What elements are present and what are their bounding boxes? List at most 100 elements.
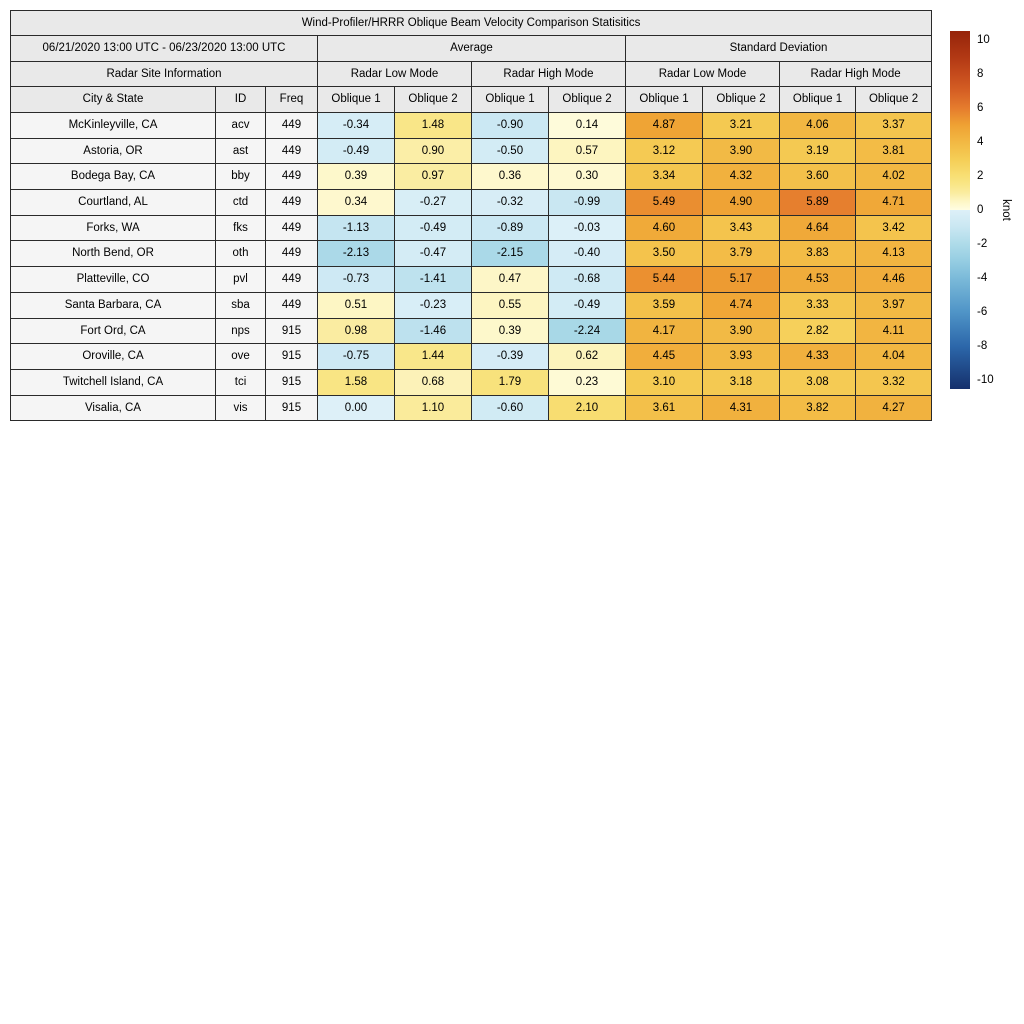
site-id-cell: fks [215, 214, 266, 242]
value-cell: -0.23 [394, 291, 472, 319]
value-cell: 1.48 [394, 112, 472, 139]
value-cell: 3.81 [854, 137, 933, 165]
value-cell: 3.32 [854, 368, 933, 396]
city-state-cell: North Bend, OR [10, 240, 216, 268]
site-id-cell: nps [215, 317, 266, 345]
colorbar-tick-label: 4 [977, 135, 984, 148]
value-cell: 0.57 [548, 137, 626, 165]
city-state-cell: Twitchell Island, CA [10, 368, 216, 396]
value-cell: 0.97 [394, 163, 472, 191]
value-cell: 3.19 [779, 137, 856, 165]
value-cell: 4.11 [854, 317, 933, 345]
group-header-average: Average [317, 35, 626, 62]
value-cell: 2.10 [548, 394, 626, 422]
value-cell: -0.89 [471, 214, 549, 242]
value-cell: -0.47 [394, 240, 472, 268]
site-info-header: Radar Site Information [10, 61, 318, 87]
value-cell: 3.33 [779, 291, 856, 319]
value-cell: 4.45 [625, 343, 703, 370]
value-cell: 1.58 [317, 368, 395, 396]
value-cell: 4.27 [854, 394, 933, 422]
value-cell: 0.51 [317, 291, 395, 319]
value-cell: 3.90 [702, 317, 780, 345]
freq-cell: 915 [265, 394, 318, 422]
col-header-oblique1: Oblique 1 [317, 86, 395, 113]
freq-cell: 449 [265, 240, 318, 268]
value-cell: 4.60 [625, 214, 703, 242]
site-id-cell: vis [215, 394, 266, 422]
freq-cell: 449 [265, 163, 318, 191]
column-header-row: City & State ID Freq Oblique 1 Oblique 2… [10, 86, 933, 113]
table-body: McKinleyville, CA acv 449 -0.34 1.48 -0.90 0.1… [10, 112, 933, 422]
stats-table: Wind-Profiler/HRRR Oblique Beam Velocity… [9, 10, 933, 422]
value-cell: -0.68 [548, 266, 626, 293]
value-cell: 0.34 [317, 189, 395, 216]
value-cell: -2.24 [548, 317, 626, 345]
value-cell: 0.90 [394, 137, 472, 165]
colorbar-tick-label: -8 [977, 340, 988, 353]
value-cell: 3.12 [625, 137, 703, 165]
freq-cell: 915 [265, 343, 318, 370]
value-cell: 4.02 [854, 163, 933, 191]
freq-cell: 449 [265, 137, 318, 165]
colorbar-tick-label: -10 [977, 374, 994, 387]
value-cell: 4.06 [779, 112, 856, 139]
site-id-cell: oth [215, 240, 266, 268]
value-cell: 3.18 [702, 368, 780, 396]
value-cell: 4.74 [702, 291, 780, 319]
value-cell: 3.90 [702, 137, 780, 165]
value-cell: 3.93 [702, 343, 780, 370]
value-cell: 1.79 [471, 368, 549, 396]
value-cell: 5.44 [625, 266, 703, 293]
city-state-cell: Astoria, OR [10, 137, 216, 165]
freq-cell: 449 [265, 266, 318, 293]
value-cell: 0.47 [471, 266, 549, 293]
value-cell: 3.43 [702, 214, 780, 242]
value-cell: 0.39 [471, 317, 549, 345]
mode-header-row: Radar Site Information Radar Low Mode Ra… [10, 61, 933, 87]
site-id-cell: ctd [215, 189, 266, 216]
value-cell: 3.83 [779, 240, 856, 268]
site-id-cell: acv [215, 112, 266, 139]
value-cell: 4.90 [702, 189, 780, 216]
value-cell: 0.98 [317, 317, 395, 345]
table-header: Wind-Profiler/HRRR Oblique Beam Velocity… [9, 10, 933, 113]
table-row: McKinleyville, CA acv 449 -0.34 1.48 -0.90 0.1… [10, 112, 933, 139]
colorbar-tick-label: 8 [977, 67, 984, 80]
value-cell: 3.79 [702, 240, 780, 268]
value-cell: -0.49 [317, 137, 395, 165]
col-header-id: ID [215, 86, 266, 113]
value-cell: 3.21 [702, 112, 780, 139]
value-cell: 3.34 [625, 163, 703, 191]
site-id-cell: sba [215, 291, 266, 319]
value-cell: 1.10 [394, 394, 472, 422]
value-cell: 3.42 [854, 214, 933, 242]
value-cell: 0.14 [548, 112, 626, 139]
value-cell: -0.75 [317, 343, 395, 370]
colorbar-unit-label: knot [1000, 199, 1012, 221]
freq-cell: 449 [265, 214, 318, 242]
title-row: Wind-Profiler/HRRR Oblique Beam Velocity… [9, 10, 933, 36]
site-id-cell: tci [215, 368, 266, 396]
city-state-cell: McKinleyville, CA [10, 112, 216, 139]
group-header-row: 06/21/2020 13:00 UTC - 06/23/2020 13:00 … [10, 35, 933, 62]
table-row: Oroville, CA ove 915 -0.75 1.44 -0.39 0.62 4.45… [10, 343, 933, 370]
colorbar-tick-label: -6 [977, 306, 988, 319]
freq-cell: 449 [265, 112, 318, 139]
site-id-cell: bby [215, 163, 266, 191]
value-cell: 1.44 [394, 343, 472, 370]
freq-cell: 449 [265, 189, 318, 216]
colorbar-tick-label: 0 [977, 204, 984, 216]
value-cell: 3.60 [779, 163, 856, 191]
value-cell: 4.87 [625, 112, 703, 139]
value-cell: 4.13 [854, 240, 933, 268]
value-cell: -0.03 [548, 214, 626, 242]
value-cell: 5.89 [779, 189, 856, 216]
value-cell: 4.17 [625, 317, 703, 345]
value-cell: -0.49 [394, 214, 472, 242]
colorbar-tick-label: 6 [977, 101, 984, 114]
value-cell: 4.64 [779, 214, 856, 242]
value-cell: -0.32 [471, 189, 549, 216]
value-cell: 0.30 [548, 163, 626, 191]
value-cell: 3.97 [854, 291, 933, 319]
